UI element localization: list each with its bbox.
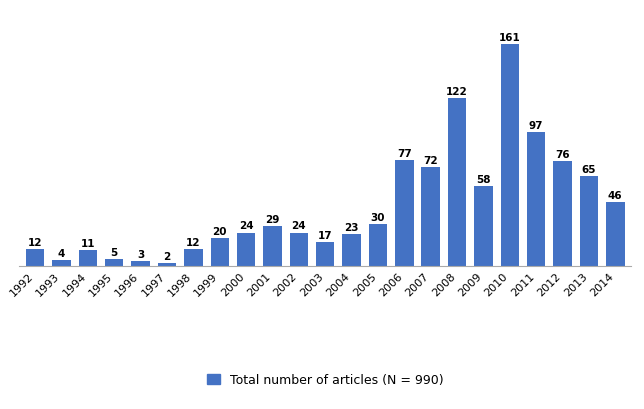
Bar bbox=[369, 225, 387, 266]
Text: 72: 72 bbox=[423, 155, 438, 165]
Bar bbox=[474, 187, 493, 266]
Text: 30: 30 bbox=[371, 213, 385, 222]
Bar bbox=[26, 249, 44, 266]
Bar bbox=[448, 99, 466, 266]
Bar bbox=[553, 162, 572, 266]
Bar bbox=[343, 234, 361, 266]
Bar bbox=[500, 45, 519, 266]
Text: 24: 24 bbox=[239, 221, 254, 231]
Bar bbox=[421, 167, 440, 266]
Text: 65: 65 bbox=[582, 165, 596, 175]
Text: 3: 3 bbox=[137, 250, 144, 260]
Text: 20: 20 bbox=[213, 227, 227, 236]
Bar bbox=[290, 233, 308, 266]
Text: 11: 11 bbox=[80, 239, 95, 249]
Text: 46: 46 bbox=[608, 191, 623, 201]
Bar bbox=[184, 249, 203, 266]
Bar bbox=[237, 233, 255, 266]
Text: 5: 5 bbox=[111, 247, 118, 257]
Bar bbox=[316, 243, 334, 266]
Text: 58: 58 bbox=[476, 174, 491, 184]
Legend: Total number of articles (N = 990): Total number of articles (N = 990) bbox=[202, 369, 448, 391]
Bar bbox=[263, 226, 281, 266]
Bar bbox=[395, 160, 413, 266]
Text: 12: 12 bbox=[186, 237, 201, 247]
Bar bbox=[158, 263, 176, 266]
Bar bbox=[211, 238, 229, 266]
Bar bbox=[131, 262, 150, 266]
Text: 122: 122 bbox=[446, 87, 468, 97]
Text: 12: 12 bbox=[28, 237, 43, 247]
Text: 2: 2 bbox=[164, 251, 171, 261]
Text: 23: 23 bbox=[345, 222, 359, 232]
Bar bbox=[580, 177, 598, 266]
Bar bbox=[606, 203, 625, 266]
Text: 4: 4 bbox=[58, 248, 65, 258]
Text: 161: 161 bbox=[499, 33, 521, 43]
Text: 17: 17 bbox=[318, 231, 332, 240]
Bar bbox=[105, 259, 124, 266]
Text: 29: 29 bbox=[265, 214, 279, 224]
Bar bbox=[79, 251, 97, 266]
Bar bbox=[527, 133, 545, 266]
Text: 76: 76 bbox=[555, 150, 570, 160]
Bar bbox=[52, 261, 71, 266]
Text: 97: 97 bbox=[529, 121, 544, 131]
Text: 77: 77 bbox=[397, 148, 412, 158]
Text: 24: 24 bbox=[292, 221, 306, 231]
